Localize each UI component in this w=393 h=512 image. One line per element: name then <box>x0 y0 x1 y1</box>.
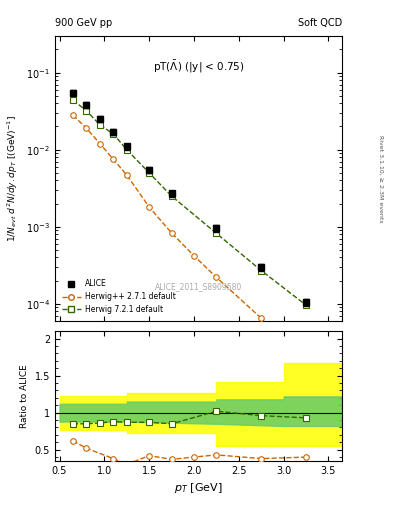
Text: pT($\bar{\Lambda}$) (|y| < 0.75): pT($\bar{\Lambda}$) (|y| < 0.75) <box>153 59 244 75</box>
X-axis label: $p_T$ [GeV]: $p_T$ [GeV] <box>174 481 223 495</box>
Y-axis label: Ratio to ALICE: Ratio to ALICE <box>20 364 29 428</box>
Y-axis label: $1/N_{evt}\ d^2N/dy.dp_T\ [(\rm{GeV})^{-1}]$: $1/N_{evt}\ d^2N/dy.dp_T\ [(\rm{GeV})^{-… <box>6 115 20 242</box>
Text: Soft QCD: Soft QCD <box>298 18 342 28</box>
Text: ALICE_2011_S8909580: ALICE_2011_S8909580 <box>155 282 242 291</box>
Legend: ALICE, Herwig++ 2.7.1 default, Herwig 7.2.1 default: ALICE, Herwig++ 2.7.1 default, Herwig 7.… <box>59 276 179 317</box>
Text: 900 GeV pp: 900 GeV pp <box>55 18 112 28</box>
Text: Rivet 3.1.10, ≥ 2.3M events: Rivet 3.1.10, ≥ 2.3M events <box>379 135 384 223</box>
